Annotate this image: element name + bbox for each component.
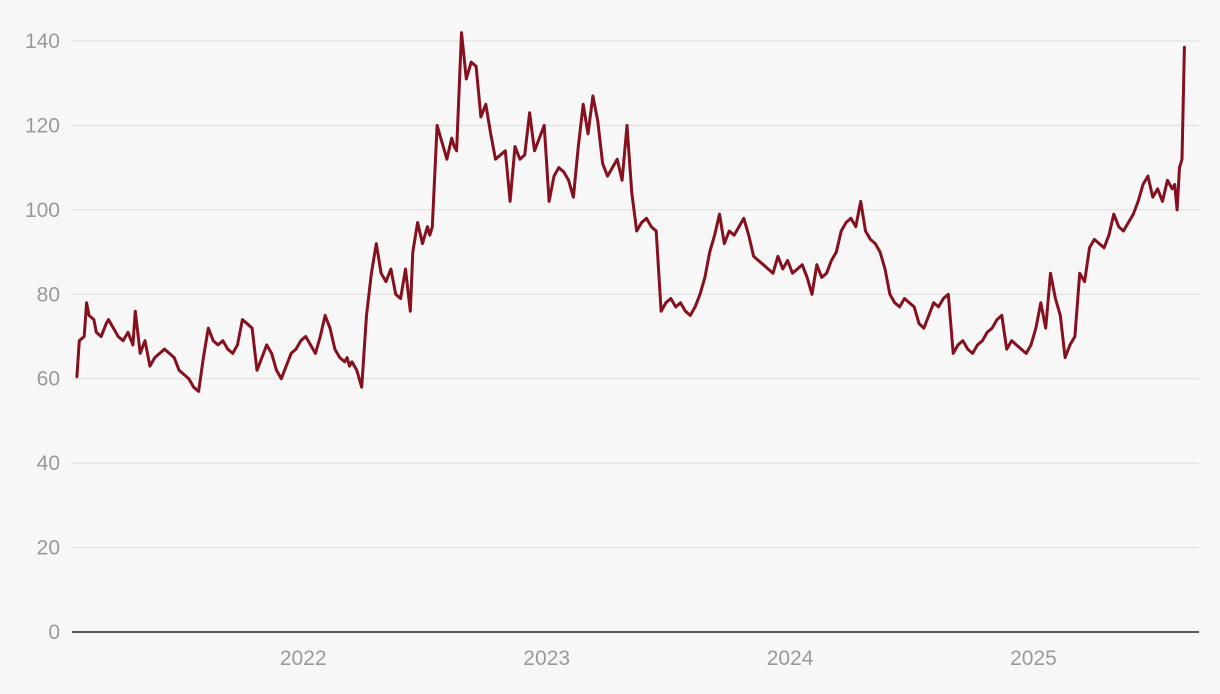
- series-group: [75, 31, 1186, 393]
- x-axis-tick-labels: 2022 2023 2024 2025: [280, 647, 1057, 670]
- y-tick-label: 140: [25, 30, 60, 53]
- y-tick-label: 100: [25, 199, 60, 222]
- x-tick-label: 2025: [1010, 647, 1057, 670]
- x-tick-label: 2024: [767, 647, 814, 670]
- grid-lines: [72, 40, 1199, 549]
- y-tick-label: 0: [48, 621, 60, 644]
- series-line-0: [75, 31, 1186, 393]
- y-tick-label: 80: [37, 283, 60, 306]
- x-tick-label: 2022: [280, 647, 327, 670]
- y-tick-label: 20: [37, 537, 60, 560]
- y-tick-label: 60: [37, 368, 60, 391]
- x-tick-label: 2023: [523, 647, 570, 670]
- y-tick-label: 40: [37, 452, 60, 475]
- y-axis-tick-labels: 0 20 40 60 80 100 120 140: [25, 30, 60, 644]
- y-tick-label: 120: [25, 114, 60, 137]
